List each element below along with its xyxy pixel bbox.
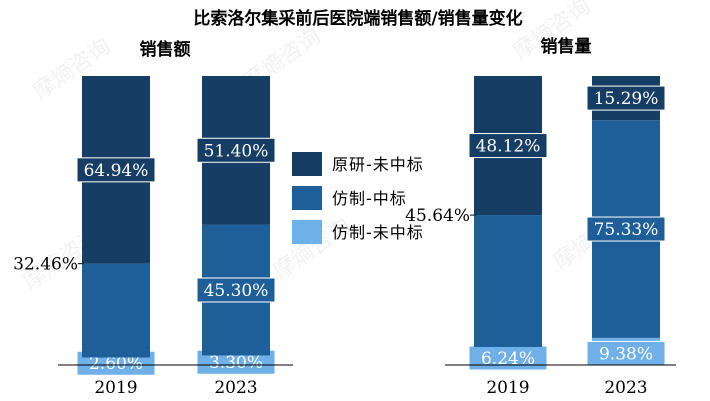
data-label: 2.60% [89, 354, 143, 374]
data-label: 3.30% [209, 353, 263, 373]
data-label: 15.29% [594, 89, 659, 109]
data-label: 32.46% [13, 255, 78, 275]
data-label: 9.38% [599, 344, 653, 364]
chart-panel: 销售额 2.60% 32.46% 64.94% 2019 3.30% 45.30% 51.40… [13, 39, 293, 398]
x-tick-label: 2019 [94, 378, 137, 398]
data-label-box [76, 157, 156, 183]
data-label: 45.30% [204, 281, 269, 301]
data-label: 75.33% [594, 220, 659, 240]
data-label-box [586, 340, 666, 366]
legend-swatch [292, 220, 322, 244]
data-label: 51.40% [204, 141, 269, 161]
data-label-box [196, 137, 276, 163]
x-tick-label: 2023 [604, 378, 647, 398]
data-label: 6.24% [481, 349, 535, 369]
data-label: 64.94% [84, 161, 149, 181]
chart-panel: 销售量 6.24% 45.64% 48.12% 2019 9.38% 75.33% 15.29… [405, 36, 676, 398]
data-label: 45.64% [405, 206, 470, 226]
chart-panels: 销售额 2.60% 32.46% 64.94% 2019 3.30% 45.30% 51.40… [13, 36, 676, 398]
legend-swatch [292, 152, 322, 176]
legend-label: 原研-未中标 [332, 155, 424, 174]
data-label-box [196, 277, 276, 303]
data-label-box [586, 85, 666, 111]
data-label-box [468, 133, 548, 159]
panel-title: 销售额 [140, 39, 191, 60]
chart-title: 比索洛尔集采前后医院端销售额/销售量变化 [193, 8, 522, 29]
legend-label: 仿制-中标 [332, 189, 407, 208]
bar-segment [474, 215, 542, 347]
legend-label: 仿制-未中标 [332, 223, 424, 242]
bar-segment [82, 263, 150, 358]
data-label: 48.12% [476, 137, 541, 157]
x-tick-label: 2023 [214, 378, 257, 398]
data-label-box [586, 216, 666, 242]
panel-title: 销售量 [541, 36, 592, 57]
legend-swatch [292, 186, 322, 210]
x-tick-label: 2019 [486, 378, 529, 398]
data-label-box [468, 345, 548, 371]
